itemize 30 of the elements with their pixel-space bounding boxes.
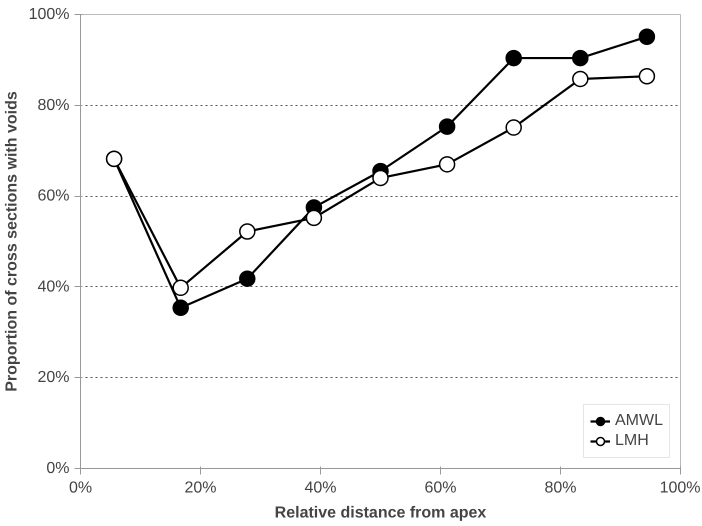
point bbox=[505, 50, 522, 66]
x-tick-label: 40% bbox=[304, 480, 337, 496]
x-axis-title: Relative distance from apex bbox=[274, 504, 486, 522]
y-tick-label: 0% bbox=[46, 460, 70, 477]
point bbox=[638, 28, 656, 45]
x-tick-label: 100% bbox=[660, 480, 700, 496]
point bbox=[172, 300, 189, 316]
point bbox=[372, 170, 389, 186]
x-tick-label: 0% bbox=[68, 480, 92, 496]
y-axis-title: Proportion of cross sections with voids bbox=[4, 91, 21, 392]
point bbox=[306, 210, 322, 226]
y-tick-label: 20% bbox=[37, 369, 70, 386]
legend-label: AMWL bbox=[615, 412, 663, 430]
point bbox=[239, 270, 256, 287]
y-tick-label: 100% bbox=[28, 6, 70, 23]
y-tick-label: 60% bbox=[37, 188, 70, 205]
x-tick-label: 60% bbox=[424, 480, 457, 496]
point bbox=[239, 223, 256, 240]
point bbox=[638, 68, 656, 84]
point bbox=[438, 118, 456, 135]
point bbox=[438, 156, 456, 173]
legend-label: LMH bbox=[615, 432, 649, 450]
x-tick-label: 20% bbox=[184, 480, 217, 496]
point bbox=[505, 119, 522, 136]
y-tick-label: 80% bbox=[37, 96, 70, 114]
point bbox=[572, 50, 589, 66]
y-tick-label: 40% bbox=[37, 278, 70, 296]
x-tick-label: 80% bbox=[544, 480, 577, 496]
point bbox=[572, 70, 589, 88]
point bbox=[172, 280, 189, 296]
